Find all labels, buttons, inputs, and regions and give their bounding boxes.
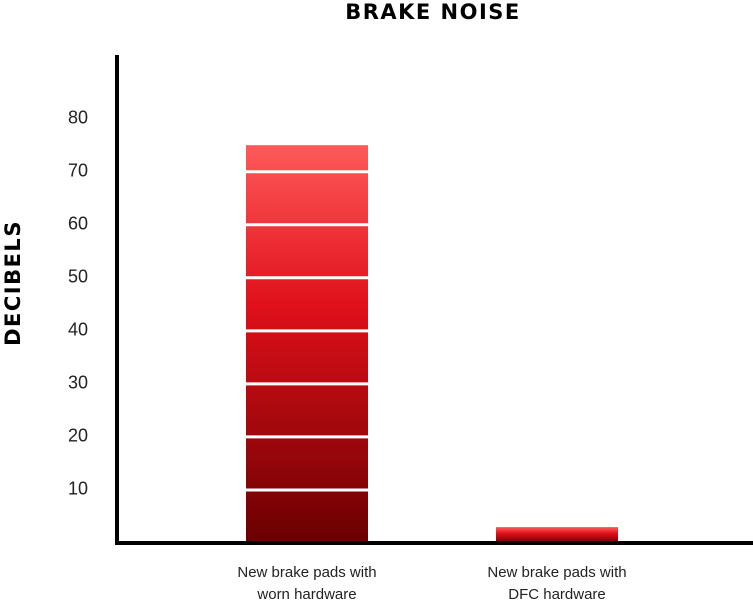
y-tick-label: 30 bbox=[68, 373, 88, 393]
x-tick-label: New brake pads with DFC hardware bbox=[487, 564, 627, 601]
y-tick-label: 20 bbox=[68, 426, 88, 446]
y-tick-label: 10 bbox=[68, 479, 88, 499]
y-tick-label: 70 bbox=[68, 160, 88, 180]
y-tick-label: 40 bbox=[68, 320, 88, 340]
bar bbox=[496, 527, 618, 543]
y-tick-label: 50 bbox=[68, 267, 88, 287]
y-tick-label: 80 bbox=[68, 107, 88, 127]
chart-title: BRAKE NOISE bbox=[345, 0, 521, 24]
y-tick-label: 60 bbox=[68, 213, 88, 233]
bar bbox=[246, 145, 368, 543]
x-tick-label: New brake pads with worn hardware bbox=[237, 564, 377, 601]
y-axis-label: DECIBELS bbox=[1, 220, 25, 346]
